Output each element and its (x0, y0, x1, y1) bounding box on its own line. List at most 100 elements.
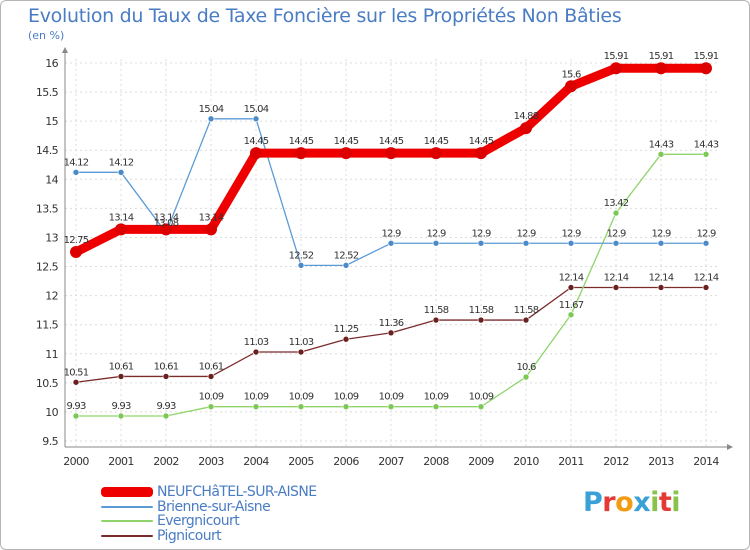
data-labels: 12.75 13.14 13.14 13.14 14.45 14.45 14.45 14.45… (64, 51, 720, 412)
data-label-neufchatel: 15.91 (694, 51, 719, 62)
x-tick-label: 2003 (198, 455, 224, 468)
point-neufchatel (430, 147, 442, 160)
point-brienne (117, 169, 125, 176)
data-label-brienne: 12.52 (289, 250, 314, 261)
data-label-brienne: 12.9 (516, 228, 536, 239)
point-pignicourt (162, 373, 170, 380)
point-neufchatel (250, 147, 262, 160)
data-label-neufchatel: 15.91 (649, 51, 674, 62)
axes: 9.5 10 10.5 11 11.5 12 12.5 13 13.5 14 14.5 15 15.5 1… (36, 47, 733, 468)
data-label-brienne: 15.04 (244, 104, 269, 115)
point-neufchatel (655, 62, 667, 75)
y-tick-label: 11 (45, 348, 58, 361)
x-tick-label: 2010 (513, 455, 539, 468)
point-brienne (297, 262, 305, 269)
data-label-neufchatel: 14.45 (379, 136, 404, 147)
y-axis-arrow (62, 47, 68, 53)
point-evergnicourt (612, 209, 620, 217)
data-label-pignicourt: 10.61 (109, 361, 134, 372)
point-brienne (207, 115, 215, 123)
point-evergnicourt (477, 403, 485, 410)
data-label-brienne: 14.12 (109, 157, 134, 168)
point-brienne (522, 239, 530, 247)
point-brienne (432, 239, 440, 247)
y-tick-label: 12.5 (36, 261, 59, 274)
data-label-pignicourt: 11.58 (514, 305, 539, 316)
y-tick-label: 10 (45, 406, 58, 419)
data-label-evergnicourt: 9.93 (66, 401, 86, 412)
point-neufchatel (160, 223, 172, 236)
data-label-neufchatel: 13.14 (199, 212, 224, 223)
point-neufchatel (700, 62, 712, 75)
y-tick-label: 9.5 (42, 435, 58, 448)
y-tick-label: 13 (45, 231, 58, 244)
data-label-brienne: 12.9 (696, 228, 716, 239)
data-label-evergnicourt: 10.09 (289, 392, 314, 403)
data-label-evergnicourt: 13.42 (604, 198, 629, 209)
point-neufchatel (565, 80, 577, 93)
y-tick-label: 14 (45, 173, 58, 186)
point-evergnicourt (207, 403, 215, 410)
y-tick-label: 13.5 (36, 202, 59, 215)
data-label-neufchatel: 15.91 (604, 51, 629, 62)
data-label-evergnicourt: 10.09 (379, 392, 404, 403)
point-pignicourt (252, 348, 260, 356)
point-evergnicourt (72, 412, 80, 420)
point-evergnicourt (297, 403, 305, 410)
data-label-pignicourt: 11.03 (289, 337, 314, 348)
point-evergnicourt (702, 151, 710, 158)
proxiti-logo: Proxiti (583, 487, 681, 518)
point-pignicourt (477, 316, 485, 324)
y-tick-label: 14.5 (36, 144, 59, 157)
data-label-brienne: 13.08 (154, 218, 179, 229)
x-tick-label: 2000 (63, 455, 89, 468)
data-label-brienne: 12.9 (426, 228, 446, 239)
point-brienne (657, 239, 665, 247)
data-label-evergnicourt: 10.09 (199, 392, 224, 403)
point-pignicourt (567, 284, 575, 291)
point-pignicourt (387, 329, 395, 337)
point-brienne (252, 115, 260, 123)
x-tick-label: 2008 (423, 455, 449, 468)
legend-swatch-neufchatel (101, 487, 153, 498)
x-tick-label: 2011 (558, 455, 584, 468)
data-label-pignicourt: 10.61 (154, 361, 179, 372)
data-label-pignicourt: 10.61 (199, 361, 224, 372)
point-evergnicourt (342, 403, 350, 410)
data-label-evergnicourt: 10.6 (516, 362, 536, 373)
logo-letter: o (615, 487, 634, 518)
point-brienne (612, 239, 620, 247)
point-evergnicourt (657, 151, 665, 158)
x-tick-label: 2005 (288, 455, 314, 468)
legend-swatch-brienne (101, 505, 153, 508)
point-neufchatel (475, 147, 487, 160)
y-tick-label: 15.5 (36, 86, 59, 99)
point-brienne (387, 239, 395, 247)
point-pignicourt (117, 373, 125, 380)
point-neufchatel (610, 62, 622, 75)
data-label-evergnicourt: 9.93 (111, 401, 131, 412)
point-neufchatel (340, 147, 352, 160)
point-brienne (72, 169, 80, 176)
y-tick-label: 12 (45, 290, 58, 303)
data-label-neufchatel: 15.6 (561, 69, 581, 80)
point-evergnicourt (252, 403, 260, 410)
point-pignicourt (297, 348, 305, 356)
x-tick-label: 2001 (108, 455, 134, 468)
point-pignicourt (702, 284, 710, 291)
legend-label-neufchatel: NEUFCHâTEL-SUR-AISNE (157, 484, 317, 500)
data-label-pignicourt: 11.25 (334, 324, 359, 335)
point-brienne (567, 239, 575, 247)
point-pignicourt (432, 316, 440, 324)
data-label-pignicourt: 11.58 (469, 305, 494, 316)
gridlines (65, 59, 719, 447)
logo-letter: i (650, 487, 659, 518)
point-evergnicourt (522, 373, 530, 381)
data-label-neufchatel: 14.45 (424, 136, 449, 147)
data-label-neufchatel: 12.75 (64, 235, 89, 246)
logo-letter: i (671, 487, 681, 518)
point-pignicourt (612, 284, 620, 291)
logo-letter: P (583, 487, 603, 518)
point-pignicourt (522, 316, 530, 324)
data-label-pignicourt: 10.51 (64, 367, 89, 378)
